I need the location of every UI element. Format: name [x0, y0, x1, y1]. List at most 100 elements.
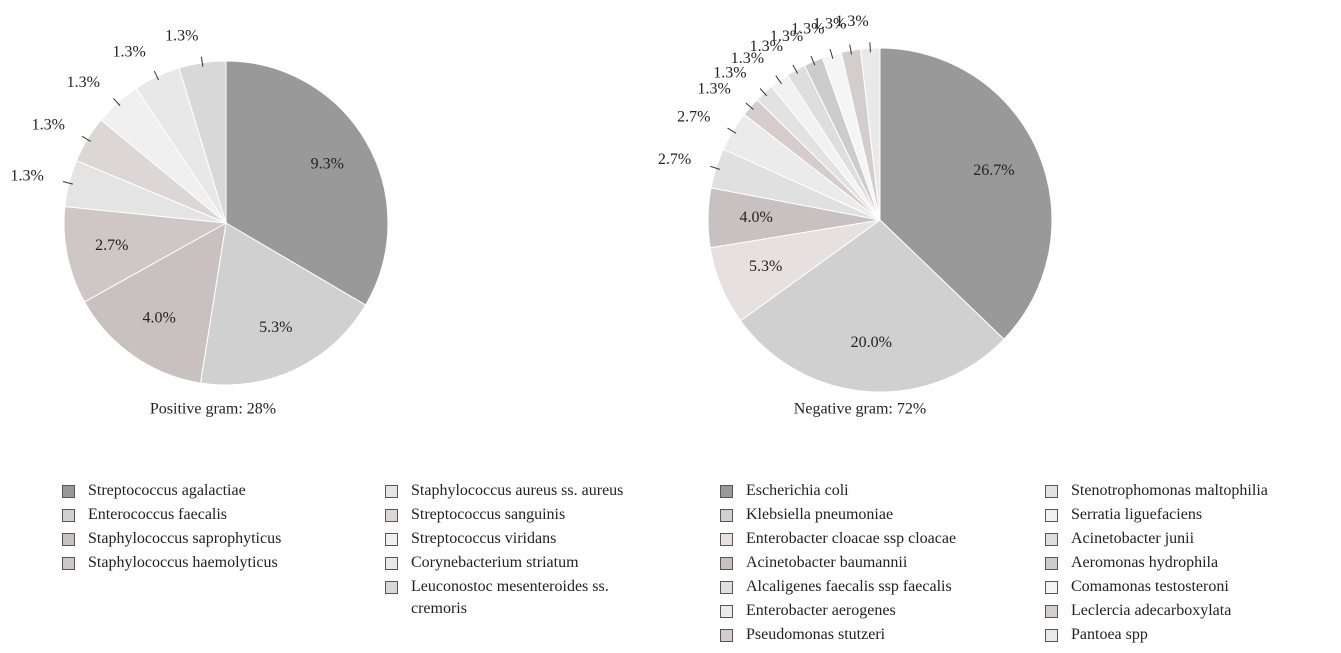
pie-slice: [739, 219, 1005, 393]
leader-line: [829, 49, 834, 59]
data-label: 1.3%: [770, 28, 803, 45]
legend-entry: Klebsiella pneumoniae: [720, 504, 1020, 526]
legend-entry: Streptococcus agalactiae: [62, 480, 362, 502]
legend-swatch: [1045, 581, 1058, 594]
legend-swatch: [720, 509, 733, 522]
data-label: 2.7%: [677, 108, 710, 125]
legend-swatch: [1045, 509, 1058, 522]
legend-swatch: [1045, 557, 1058, 570]
data-label: 1.3%: [731, 50, 764, 67]
legend-label: Enterobacter aerogenes: [746, 602, 896, 619]
legend-swatch: [62, 509, 75, 522]
legend-entry: Streptococcus sanguinis: [385, 504, 635, 526]
leader-line: [792, 64, 799, 74]
leader-line: [200, 56, 204, 67]
legend-swatch: [385, 485, 398, 498]
pie-slice: [83, 222, 227, 384]
legend-label: Aeromonas hydrophila: [1071, 554, 1219, 571]
leader-line: [113, 97, 121, 107]
pie-title: Negative gram: 72%: [794, 401, 926, 418]
leader-line: [63, 181, 73, 185]
data-label: 1.3%: [835, 13, 868, 30]
legend-entry: Staphylococcus aureus ss. aureus: [385, 480, 635, 502]
legend-entry: Pantoea spp: [1045, 624, 1341, 646]
leader-line: [745, 102, 754, 110]
legend-entry: Enterobacter aerogenes: [720, 600, 1020, 622]
legend-entry: Staphylococcus saprophyticus: [62, 528, 362, 550]
data-label: 1.3%: [10, 167, 43, 184]
legend-entry: Staphylococcus haemolyticus: [62, 552, 362, 574]
legend-label: Staphylococcus haemolyticus: [88, 554, 278, 571]
legend-swatch: [62, 557, 75, 570]
legend-swatch: [62, 485, 75, 498]
legend-swatch: [385, 581, 398, 594]
data-label: 1.3%: [713, 64, 746, 81]
data-label: 1.3%: [112, 44, 145, 61]
legend-label: Enterococcus faecalis: [88, 506, 228, 523]
legend-entry: Leuconostoc mesenteroides ss. cremoris: [385, 576, 635, 620]
legend-entry: Alcaligenes faecalis ssp faecalis: [720, 576, 1020, 598]
legend: Stenotrophomonas maltophilia Serratia lig…: [1045, 480, 1341, 648]
data-label: 5.3%: [749, 258, 782, 275]
pie-slice: [63, 206, 228, 303]
pie-slice: [225, 60, 389, 306]
data-label: 1.3%: [791, 21, 824, 38]
data-label: 1.3%: [32, 117, 65, 134]
leader-line: [759, 88, 768, 97]
legend-entry: Acinetobacter junii: [1045, 528, 1341, 550]
legend-swatch: [1045, 605, 1058, 618]
leader-line: [775, 75, 783, 85]
legend-label: Staphylococcus saprophyticus: [88, 530, 282, 547]
legend-entry: Enterobacter cloacae ssp cloacae: [720, 528, 1020, 550]
legend-swatch: [720, 485, 733, 498]
legend-label: Acinetobacter baumannii: [746, 554, 908, 571]
data-label: 1.3%: [165, 28, 198, 45]
legend-swatch: [720, 581, 733, 594]
leader-line: [81, 135, 91, 142]
legend-label: Staphylococcus aureus ss. aureus: [411, 482, 624, 499]
legend: Escherichia coli Klebsiella pneumoniae Ent…: [720, 480, 1020, 648]
legend-swatch: [720, 629, 733, 642]
legend-swatch: [720, 605, 733, 618]
legend-swatch: [720, 557, 733, 570]
data-label: 4.0%: [740, 209, 773, 226]
legend-label: Stenotrophomonas maltophilia: [1071, 482, 1268, 499]
pie-title: Positive gram: 28%: [150, 401, 276, 418]
legend-label: Escherichia coli: [746, 482, 849, 499]
data-label: 20.0%: [851, 334, 892, 351]
legend-label: Pantoea spp: [1071, 626, 1148, 643]
legend-entry: Streptococcus viridans: [385, 528, 635, 550]
legend-label: Leclercia adecarboxylata: [1071, 602, 1232, 619]
data-label: 1.3%: [697, 80, 730, 97]
legend-label: Comamonas testosteroni: [1071, 578, 1229, 595]
legend-entry: Stenotrophomonas maltophilia: [1045, 480, 1341, 502]
data-label: 1.3%: [813, 16, 846, 33]
data-label: 2.7%: [658, 151, 691, 168]
data-label: 26.7%: [973, 162, 1014, 179]
data-label: 1.3%: [750, 38, 783, 55]
data-label: 4.0%: [142, 309, 175, 326]
legend-swatch: [1045, 629, 1058, 642]
legend: Streptococcus agalactiae Enterococcus fae…: [62, 480, 362, 576]
legend-swatch: [1045, 485, 1058, 498]
legend-swatch: [720, 533, 733, 546]
pie-slice: [199, 222, 367, 386]
legend-entry: Acinetobacter baumannii: [720, 552, 1020, 574]
legend-label: Pseudomonas stutzeri: [746, 626, 886, 643]
legend-label: Corynebacterium striatum: [411, 554, 579, 571]
legend-swatch: [385, 557, 398, 570]
chart: Positive gram: 28% Negative gram: 72% 9.…: [10, 13, 1053, 418]
legend-label: Acinetobacter junii: [1071, 530, 1195, 547]
leader-line: [869, 42, 871, 53]
legend-entry: Aeromonas hydrophila: [1045, 552, 1341, 574]
leader-line: [710, 165, 720, 170]
legend-entry: Escherichia coli: [720, 480, 1020, 502]
legend-entry: Pseudomonas stutzeri: [720, 624, 1020, 646]
legend-entry: Leclercia adecarboxylata: [1045, 600, 1341, 622]
legend: Staphylococcus aureus ss. aureus Streptoc…: [385, 480, 635, 622]
leader-line: [153, 70, 160, 81]
legend-swatch: [385, 533, 398, 546]
legend-entry: Comamonas testosteroni: [1045, 576, 1341, 598]
pie-slice: [879, 47, 1053, 340]
